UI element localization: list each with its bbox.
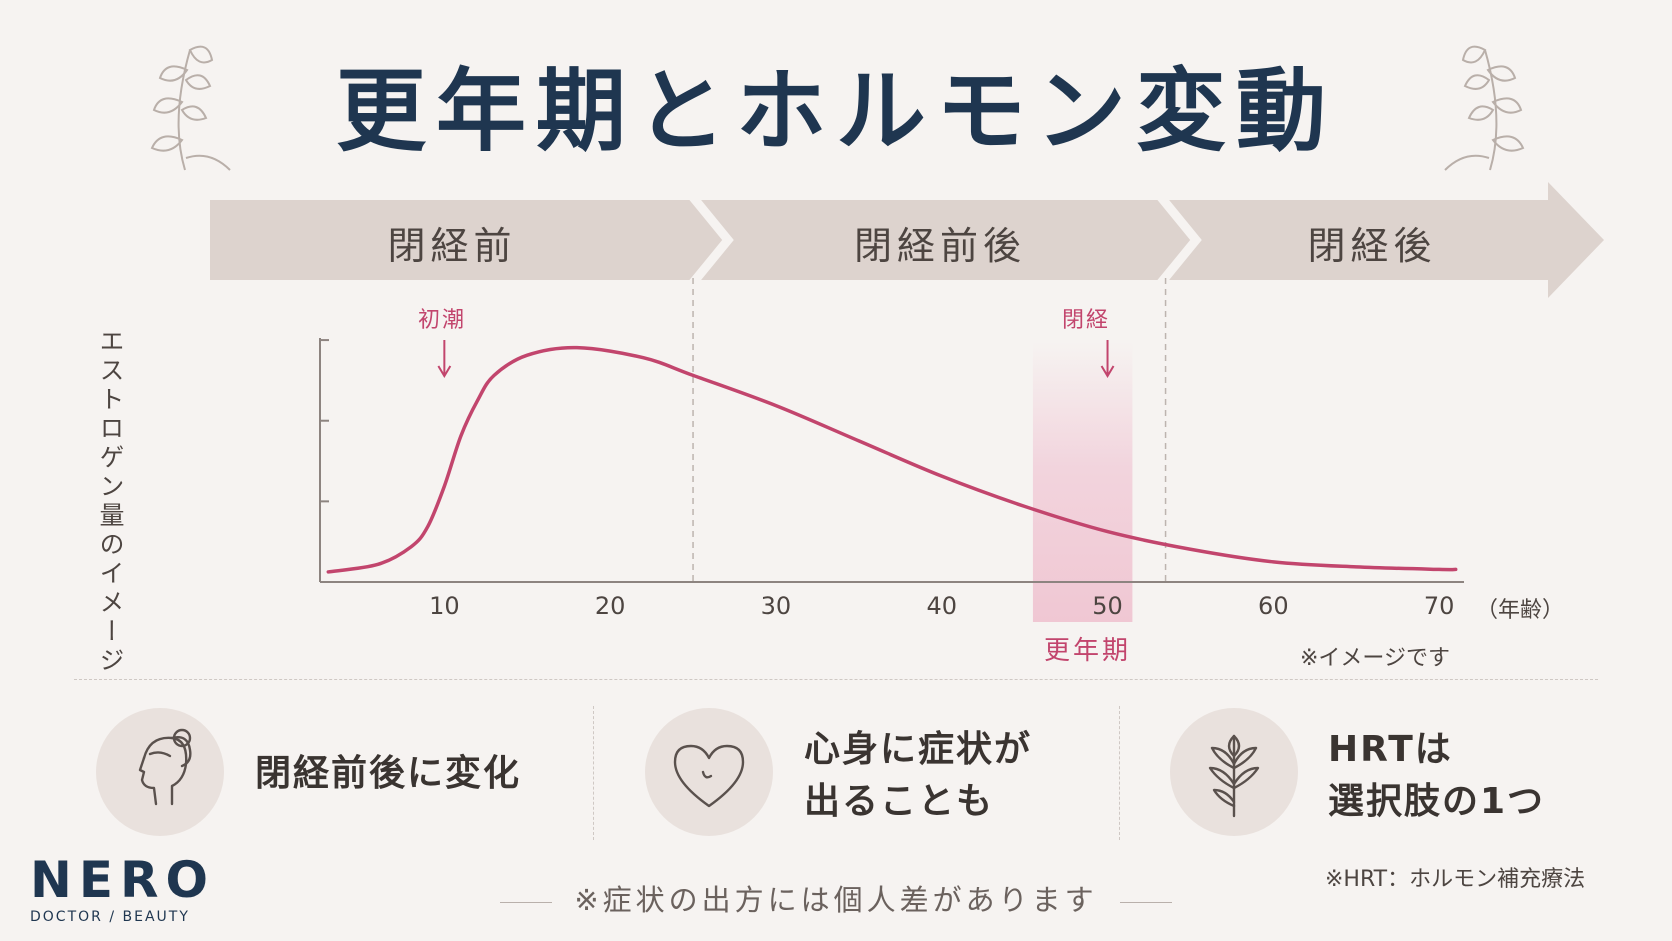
image-note: ※イメージです	[1300, 646, 1450, 671]
footnote-line-right	[1119, 901, 1172, 903]
logo-sub: DOCTOR / BEAUTY	[30, 909, 190, 925]
footnote: ※症状の出方には個人差があります	[0, 877, 1672, 919]
woman-profile-icon	[138, 728, 192, 806]
marker-arrowhead-2	[1100, 365, 1115, 378]
x-tick-label-40: 40	[926, 592, 958, 620]
feature-1-line-1: 閉経前後に変化	[255, 753, 522, 794]
y-axis-label: エストロゲン量のイメージ	[96, 328, 125, 676]
x-tick-label-50: 50	[1092, 592, 1123, 620]
laurel-left-icon	[150, 45, 231, 171]
section-divider	[74, 679, 1598, 680]
brand-logo: NERO DOCTOR / BEAUTY	[30, 855, 215, 925]
feature-2-text: 心身に症状が 出ることも	[804, 724, 1032, 828]
feature-3-text: HRTは 選択肢の1つ	[1328, 724, 1545, 828]
estrogen-chart	[319, 278, 1464, 622]
marker-arrowhead-1	[437, 365, 452, 378]
phase-premenopause: 閉経前	[387, 224, 517, 268]
feature-2-icon-bg	[645, 708, 773, 836]
heart-icon	[673, 744, 745, 808]
x-tick-label-10: 10	[429, 592, 460, 620]
laurel-right-icon	[1444, 45, 1525, 171]
feature-3-line-2: 選択肢の1つ	[1328, 781, 1546, 822]
feature-3-line-1: HRTは	[1328, 729, 1453, 770]
phase-postmenopause: 閉経後	[1307, 224, 1437, 268]
footnote-text: ※症状の出方には個人差があります	[574, 883, 1098, 917]
x-tick-label-20: 20	[594, 592, 626, 620]
leaf-branch-icon	[1208, 734, 1260, 818]
footnote-line-left	[500, 901, 553, 903]
feature-1-text: 閉経前後に変化	[255, 748, 521, 800]
band-label: 更年期	[1044, 636, 1132, 666]
page-title: 更年期とホルモン変動	[336, 58, 1336, 164]
feature-3-icon-bg	[1170, 708, 1298, 836]
feature-2-line-2: 出ることも	[804, 781, 995, 822]
hrt-note: ※HRT：ホルモン補充療法	[1325, 867, 1586, 892]
feature-divider-1	[593, 706, 594, 840]
marker-menarche-label: 初潮	[418, 308, 467, 333]
feature-1-icon-bg	[96, 708, 224, 836]
x-tick-label-30: 30	[760, 592, 792, 620]
feature-divider-2	[1119, 706, 1120, 840]
phase-arrow	[210, 182, 1604, 298]
logo-main: NERO	[30, 851, 216, 909]
menopause-band	[1032, 342, 1133, 622]
phase-perimenopause: 閉経前後	[853, 224, 1026, 268]
estrogen-series-line	[326, 345, 1458, 574]
x-tick-label-70: 70	[1423, 592, 1455, 620]
feature-2-line-1: 心身に症状が	[804, 729, 1033, 770]
x-axis-unit: （年齢）	[1476, 598, 1565, 623]
x-tick-label-60: 60	[1258, 592, 1289, 620]
marker-menopause-label: 閉経	[1062, 308, 1111, 333]
